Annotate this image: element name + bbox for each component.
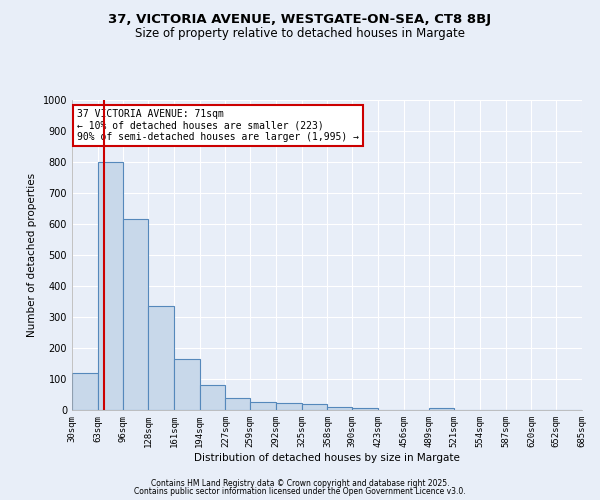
Bar — [302, 404, 328, 410]
Bar — [226, 398, 250, 410]
Text: Contains HM Land Registry data © Crown copyright and database right 2025.: Contains HM Land Registry data © Crown c… — [151, 478, 449, 488]
Bar — [72, 373, 98, 410]
Text: 37, VICTORIA AVENUE, WESTGATE-ON-SEA, CT8 8BJ: 37, VICTORIA AVENUE, WESTGATE-ON-SEA, CT… — [109, 12, 491, 26]
Bar — [124, 220, 148, 410]
Bar — [148, 306, 174, 410]
X-axis label: Distribution of detached houses by size in Margate: Distribution of detached houses by size … — [194, 452, 460, 462]
Bar — [328, 407, 352, 410]
Bar — [174, 359, 200, 410]
Text: Size of property relative to detached houses in Margate: Size of property relative to detached ho… — [135, 28, 465, 40]
Bar — [98, 162, 124, 410]
Text: Contains public sector information licensed under the Open Government Licence v3: Contains public sector information licen… — [134, 487, 466, 496]
Bar — [352, 408, 378, 410]
Bar — [276, 403, 302, 410]
Y-axis label: Number of detached properties: Number of detached properties — [27, 173, 37, 337]
Bar — [250, 402, 276, 410]
Bar — [430, 408, 454, 410]
Text: 37 VICTORIA AVENUE: 71sqm
← 10% of detached houses are smaller (223)
90% of semi: 37 VICTORIA AVENUE: 71sqm ← 10% of detac… — [77, 110, 359, 142]
Bar — [200, 384, 226, 410]
